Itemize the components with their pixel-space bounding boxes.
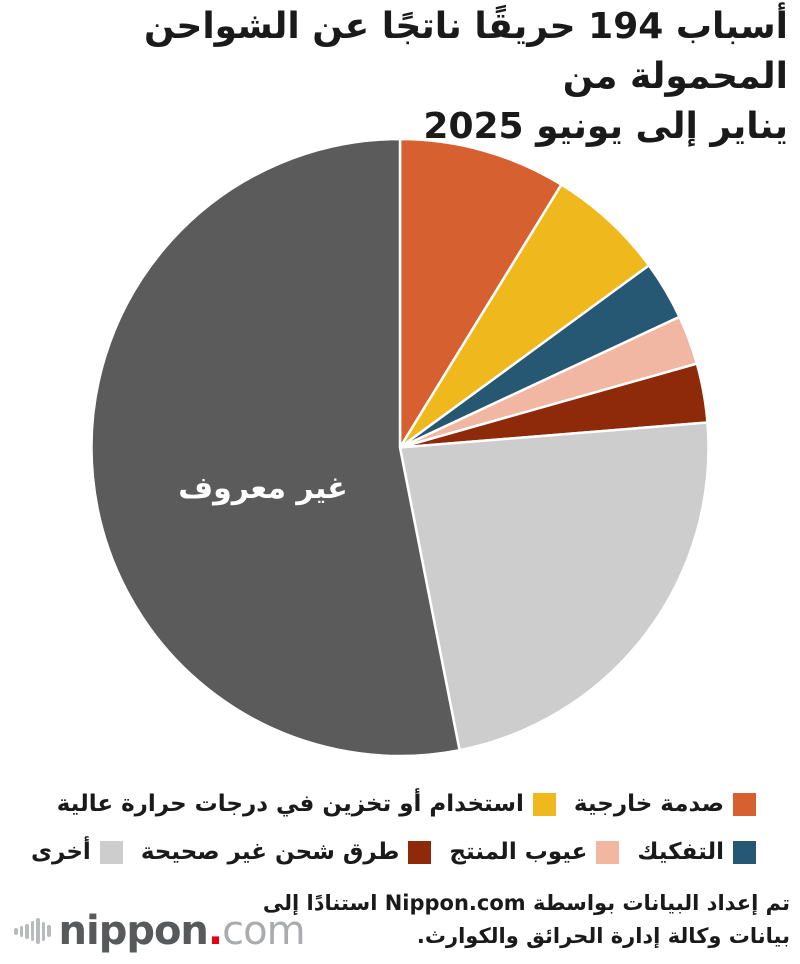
soundwave-bar-0 [14,927,18,935]
legend-row-1: صدمة خارجية استخدام أو تخزين في درجات حرا… [57,791,756,817]
soundwave-bar-1 [19,925,23,937]
nippon-logo-text: nippon.com [58,908,306,954]
pie-slice-6 [90,137,461,758]
pie-slice-1 [398,183,651,449]
source-note: تم إعداد البيانات بواسطة Nippon.com استن… [263,887,790,953]
legend-label-5: أخرى [30,839,91,865]
logo-dot: . [207,908,223,954]
legend-swatch-1 [532,792,556,816]
legend-swatch-4 [408,840,432,864]
soundwave-bar-3 [30,921,34,941]
legend-row-2: التفكيك عيوب المنتج طرق شحن غير صحيحة أخرى [31,839,756,865]
chart-title-line1: أسباب 194 حريقًا ناتجًا عن الشواحن المحم… [144,6,788,97]
legend-swatch-5 [99,840,123,864]
source-note-line2: بيانات وكالة إدارة الحرائق والكوارث. [416,924,790,948]
soundwave-icon [14,918,51,944]
legend-swatch-2 [733,840,756,864]
legend-swatch-0 [733,792,756,816]
legend-label-4: طرق شحن غير صحيحة [140,839,400,865]
logo-name: nippon [58,908,209,954]
soundwave-bar-2 [25,923,29,939]
unknown-slice-label: غير معروف [178,471,348,506]
logo-tld: com [222,908,305,954]
legend-item-3: عيوب المنتج [449,839,620,865]
legend-swatch-3 [596,840,620,864]
legend-label-2: التفكيك [637,839,724,865]
legend-item-0: صدمة خارجية [574,791,756,817]
soundwave-bar-6 [47,925,51,937]
legend-label-3: عيوب المنتج [449,839,588,865]
legend-label-1: استخدام أو تخزين في درجات حرارة عالية [56,791,524,817]
soundwave-bar-4 [36,918,40,944]
legend-item-2: التفكيك [637,839,756,865]
pie-slice-5 [398,421,710,752]
legend-item-1: استخدام أو تخزين في درجات حرارة عالية [57,791,556,817]
nippon-logo: nippon.com [14,908,306,954]
legend-item-4: طرق شحن غير صحيحة [141,839,432,865]
chart-title: أسباب 194 حريقًا ناتجًا عن الشواحن المحم… [12,2,788,152]
pie-chart [90,137,710,758]
chart-title-line2: يناير إلى يونيو 2025 [423,106,788,147]
legend-item-5: أخرى [31,839,123,865]
legend-label-0: صدمة خارجية [573,791,724,817]
soundwave-bar-5 [41,921,45,941]
source-note-line1: تم إعداد البيانات بواسطة Nippon.com استن… [262,891,790,915]
chart-legend: صدمة خارجية استخدام أو تخزين في درجات حرا… [31,791,756,865]
pie-slice-0 [398,137,563,449]
